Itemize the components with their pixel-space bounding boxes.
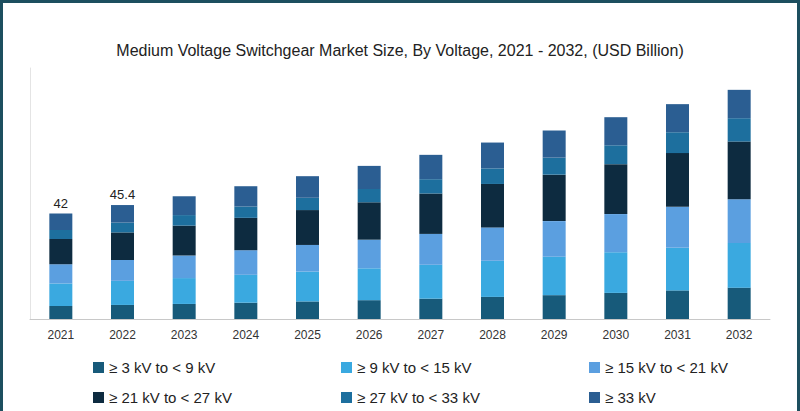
svg-text:2024: 2024 <box>232 328 259 342</box>
svg-text:2027: 2027 <box>417 328 444 342</box>
svg-text:2023: 2023 <box>171 328 198 342</box>
svg-text:Medium Voltage Switchgear Mark: Medium Voltage Switchgear Market Size, B… <box>116 42 683 59</box>
svg-text:≥ 33 kV: ≥ 33 kV <box>605 389 656 406</box>
svg-text:2032: 2032 <box>726 328 753 342</box>
svg-text:2031: 2031 <box>664 328 691 342</box>
svg-text:2029: 2029 <box>541 328 568 342</box>
svg-text:≥ 15 kV to < 21 kV: ≥ 15 kV to < 21 kV <box>605 359 728 376</box>
svg-text:≥ 27 kV to < 33 kV: ≥ 27 kV to < 33 kV <box>357 389 480 406</box>
svg-text:≥ 21 kV to < 27 kV: ≥ 21 kV to < 27 kV <box>109 389 232 406</box>
svg-text:42: 42 <box>54 196 68 211</box>
svg-text:≥ 3 kV to < 9 kV: ≥ 3 kV to < 9 kV <box>109 359 215 376</box>
svg-text:2021: 2021 <box>47 328 74 342</box>
svg-text:45.4: 45.4 <box>110 187 135 202</box>
svg-text:2022: 2022 <box>109 328 136 342</box>
svg-text:≥ 9 kV to < 15 kV: ≥ 9 kV to < 15 kV <box>357 359 472 376</box>
svg-text:2030: 2030 <box>602 328 629 342</box>
svg-text:2025: 2025 <box>294 328 321 342</box>
svg-text:2028: 2028 <box>479 328 506 342</box>
svg-text:2026: 2026 <box>356 328 383 342</box>
